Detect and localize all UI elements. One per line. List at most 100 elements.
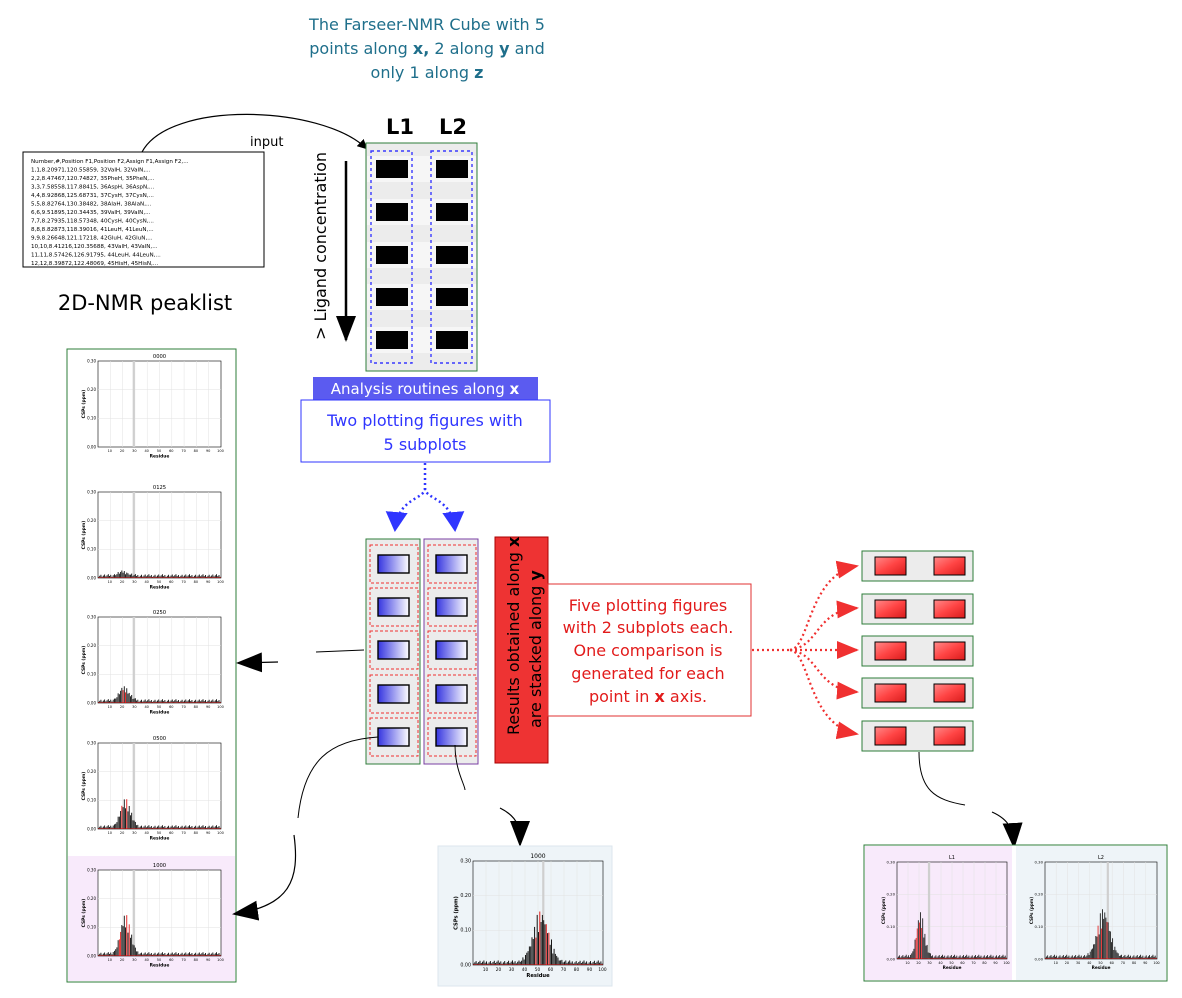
csp-bar (1075, 955, 1077, 959)
y-axis-label: CSPs (ppm) (81, 521, 87, 550)
csp-bar (120, 931, 122, 956)
csp-bar (201, 700, 203, 703)
csp-bar (928, 952, 930, 959)
y-tick-label: 0.10 (87, 798, 96, 803)
csp-bar (161, 952, 163, 956)
csp-bar (992, 955, 994, 959)
csp-bar (216, 825, 218, 829)
x-tick-label: 100 (217, 449, 224, 453)
y-tick-label: 0.10 (87, 925, 96, 930)
csp-bar (562, 962, 564, 965)
csp-bar (141, 825, 142, 829)
csp-bar (548, 932, 550, 965)
csp-bar (99, 575, 101, 578)
csp-bar (903, 957, 905, 959)
csp-bar (1133, 955, 1135, 959)
result-cells (369, 544, 477, 757)
csp-bar (129, 937, 131, 956)
csp-bar (125, 927, 126, 956)
csp-bar (126, 799, 128, 829)
csp-bar (174, 700, 176, 703)
y-axis-label: CSPs (ppm) (81, 899, 87, 928)
csp-bar (1000, 957, 1002, 959)
csp-bar (134, 574, 136, 578)
csp-bar (104, 574, 106, 578)
csp-bar (166, 575, 168, 578)
csp-bar (113, 824, 115, 829)
y-tick-label: 0.10 (1035, 924, 1044, 929)
svg-text:One comparison is: One comparison is (574, 641, 723, 660)
csp-bar (217, 701, 219, 703)
residue-marker (1106, 862, 1109, 959)
csp-bar (163, 827, 165, 829)
csp-bar (100, 574, 102, 578)
x-tick-label: 80 (194, 958, 198, 962)
csp-bar (195, 699, 197, 703)
y-axis-label: CSPs (ppm) (81, 390, 87, 419)
csp-bar (187, 826, 189, 829)
csp-bar (132, 944, 134, 956)
result-cell-l2 (435, 640, 468, 660)
csp-bar (144, 825, 146, 829)
csp-bar (137, 951, 139, 956)
csp-bar (185, 952, 187, 956)
plot-title: 0000 (153, 354, 166, 360)
csp-bar (554, 953, 556, 965)
x-tick-label: 50 (1098, 961, 1102, 965)
csp-bar (575, 961, 577, 965)
csp-bar (144, 574, 146, 578)
x-tick-label: 90 (993, 961, 997, 965)
red-fan-arrow-4 (789, 648, 859, 700)
csp-bar (159, 827, 161, 829)
comparison-cell-l2 (933, 641, 966, 661)
csp-bar (1077, 955, 1079, 959)
x-tick-label: 80 (194, 449, 198, 453)
csp-bar (541, 914, 543, 965)
csp-bar (898, 956, 899, 959)
csp-bar (161, 574, 163, 578)
csp-bar (1067, 956, 1069, 959)
csp-bar (180, 953, 182, 956)
csp-bar (535, 937, 537, 965)
csp-bar (212, 574, 214, 578)
csp-bar (173, 701, 174, 703)
csp-bar (173, 827, 174, 829)
csp-bar (1070, 956, 1072, 959)
csp-bar (129, 696, 131, 703)
cube-cell-l1 (376, 160, 408, 178)
csp-bar (1106, 921, 1108, 959)
csp-bar (107, 825, 109, 829)
csp-bar (110, 699, 112, 703)
y-tick-label: 0.10 (887, 924, 896, 929)
x-tick-label: 20 (120, 831, 124, 835)
peaklist-line: Number,#,Position F1,Position F2,Assign … (31, 159, 189, 165)
result-cell-l2 (435, 597, 468, 617)
csp-bar (946, 956, 948, 959)
csp-bar (1135, 956, 1137, 959)
y-axis-label: CSPs (ppm) (881, 897, 886, 924)
cube-cell-l1 (376, 288, 408, 306)
single-arrow (499, 807, 530, 847)
x-tick-label: 100 (217, 958, 224, 962)
comparison-rows (861, 550, 974, 752)
csp-bar (1122, 957, 1124, 959)
csp-bar (163, 954, 165, 956)
csp-bar (218, 575, 220, 578)
csp-bar (202, 825, 204, 829)
csp-bar (1125, 957, 1127, 959)
csp-bar (1087, 953, 1089, 959)
x-tick-label: 30 (132, 705, 136, 709)
csp-bar (158, 699, 160, 703)
csp-bar (123, 686, 125, 703)
peaklist-line: 9,9,8.26648,121.17218, 42GluH, 42GluN,..… (31, 236, 153, 242)
csp-bar (117, 816, 119, 829)
csp-bar (947, 955, 949, 959)
csp-bar (218, 700, 220, 703)
x-tick-label: 10 (108, 705, 112, 709)
x-tick-label: 70 (561, 967, 567, 973)
csp-bar (987, 955, 989, 959)
csp-bar (175, 699, 177, 703)
csp-bar (1148, 956, 1149, 959)
csp-bar (935, 955, 937, 959)
csp-bar (147, 700, 149, 703)
